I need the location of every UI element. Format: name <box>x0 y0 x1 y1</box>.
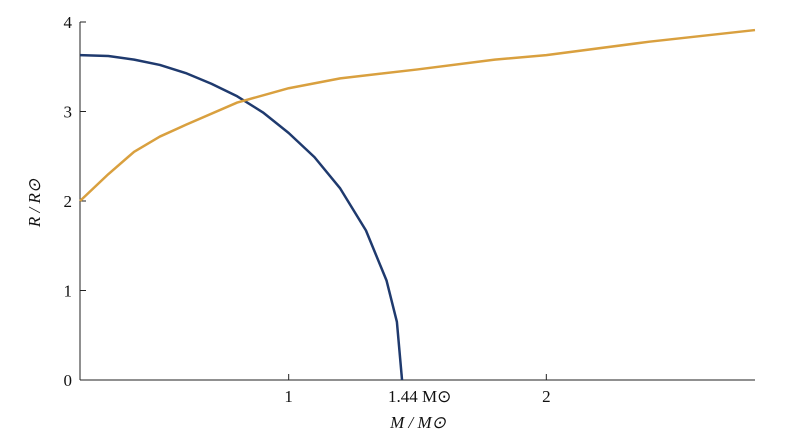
x-tick-label: 1.44 M⊙ <box>388 387 451 406</box>
x-axis-label: M / M⊙ <box>389 413 447 432</box>
y-tick-label: 3 <box>64 103 73 122</box>
line-series <box>79 28 756 202</box>
x-tick-label: 2 <box>542 387 551 406</box>
y-tick-label: 1 <box>64 282 73 301</box>
line-series <box>79 53 404 381</box>
y-axis-label: R / R⊙ <box>25 178 44 228</box>
x-tick-label: 1 <box>284 387 293 406</box>
y-tick-label: 4 <box>64 13 73 32</box>
y-tick-label: 2 <box>64 192 73 211</box>
y-tick-label: 0 <box>64 371 73 390</box>
